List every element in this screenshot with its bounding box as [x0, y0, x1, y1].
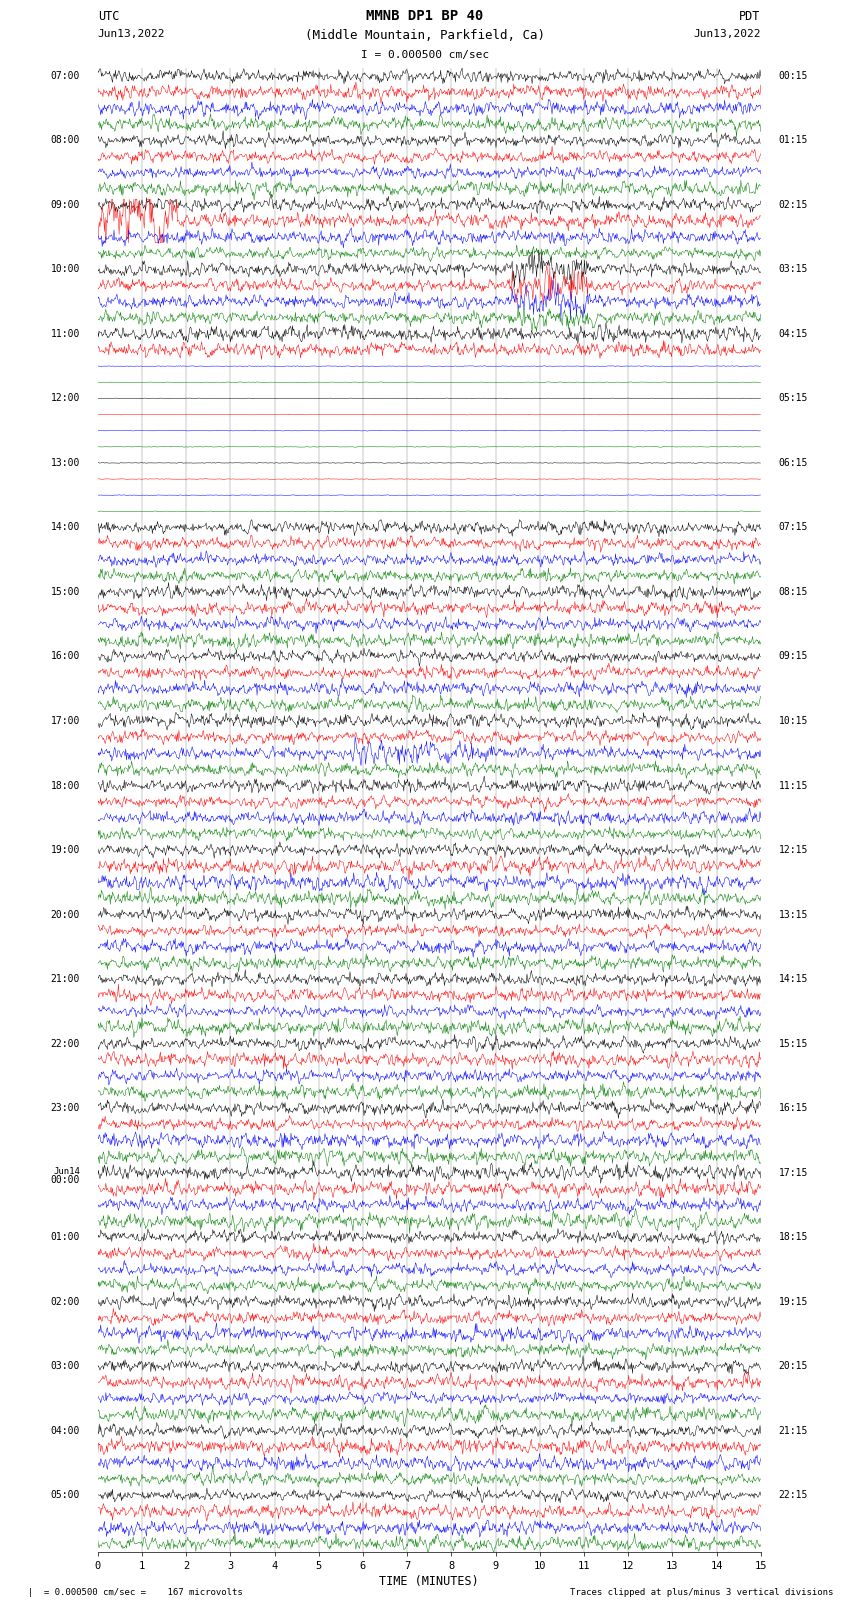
Text: 05:00: 05:00: [51, 1490, 80, 1500]
Text: 16:15: 16:15: [779, 1103, 808, 1113]
Text: 00:00: 00:00: [51, 1174, 80, 1186]
Text: 11:15: 11:15: [779, 781, 808, 790]
Text: 22:15: 22:15: [779, 1490, 808, 1500]
Text: 00:15: 00:15: [779, 71, 808, 81]
Text: 20:15: 20:15: [779, 1361, 808, 1371]
Text: Jun13,2022: Jun13,2022: [694, 29, 761, 39]
Text: PDT: PDT: [740, 10, 761, 23]
Text: 13:15: 13:15: [779, 910, 808, 919]
Text: (Middle Mountain, Parkfield, Ca): (Middle Mountain, Parkfield, Ca): [305, 29, 545, 42]
Text: 12:00: 12:00: [51, 394, 80, 403]
X-axis label: TIME (MINUTES): TIME (MINUTES): [379, 1574, 479, 1587]
Text: 18:15: 18:15: [779, 1232, 808, 1242]
Text: 14:00: 14:00: [51, 523, 80, 532]
Text: 04:15: 04:15: [779, 329, 808, 339]
Text: 03:00: 03:00: [51, 1361, 80, 1371]
Text: 21:00: 21:00: [51, 974, 80, 984]
Text: 21:15: 21:15: [779, 1426, 808, 1436]
Text: 15:00: 15:00: [51, 587, 80, 597]
Text: |  = 0.000500 cm/sec =    167 microvolts: | = 0.000500 cm/sec = 167 microvolts: [17, 1587, 243, 1597]
Text: 18:00: 18:00: [51, 781, 80, 790]
Text: 10:15: 10:15: [779, 716, 808, 726]
Text: 12:15: 12:15: [779, 845, 808, 855]
Text: 08:15: 08:15: [779, 587, 808, 597]
Text: Traces clipped at plus/minus 3 vertical divisions: Traces clipped at plus/minus 3 vertical …: [570, 1587, 833, 1597]
Text: Jun14: Jun14: [54, 1166, 80, 1176]
Text: 09:00: 09:00: [51, 200, 80, 210]
Text: 07:15: 07:15: [779, 523, 808, 532]
Text: 01:00: 01:00: [51, 1232, 80, 1242]
Text: 05:15: 05:15: [779, 394, 808, 403]
Text: 11:00: 11:00: [51, 329, 80, 339]
Text: 15:15: 15:15: [779, 1039, 808, 1048]
Text: 09:15: 09:15: [779, 652, 808, 661]
Text: 01:15: 01:15: [779, 135, 808, 145]
Text: 07:00: 07:00: [51, 71, 80, 81]
Text: 19:00: 19:00: [51, 845, 80, 855]
Text: 23:00: 23:00: [51, 1103, 80, 1113]
Text: 20:00: 20:00: [51, 910, 80, 919]
Text: 14:15: 14:15: [779, 974, 808, 984]
Text: 17:00: 17:00: [51, 716, 80, 726]
Text: 19:15: 19:15: [779, 1297, 808, 1307]
Text: 08:00: 08:00: [51, 135, 80, 145]
Text: UTC: UTC: [98, 10, 119, 23]
Text: 10:00: 10:00: [51, 265, 80, 274]
Text: 02:15: 02:15: [779, 200, 808, 210]
Text: 04:00: 04:00: [51, 1426, 80, 1436]
Text: 16:00: 16:00: [51, 652, 80, 661]
Text: Jun13,2022: Jun13,2022: [98, 29, 165, 39]
Text: 02:00: 02:00: [51, 1297, 80, 1307]
Text: 22:00: 22:00: [51, 1039, 80, 1048]
Text: 13:00: 13:00: [51, 458, 80, 468]
Text: 17:15: 17:15: [779, 1168, 808, 1177]
Text: MMNB DP1 BP 40: MMNB DP1 BP 40: [366, 8, 484, 23]
Text: I = 0.000500 cm/sec: I = 0.000500 cm/sec: [361, 50, 489, 60]
Text: 06:15: 06:15: [779, 458, 808, 468]
Text: 03:15: 03:15: [779, 265, 808, 274]
